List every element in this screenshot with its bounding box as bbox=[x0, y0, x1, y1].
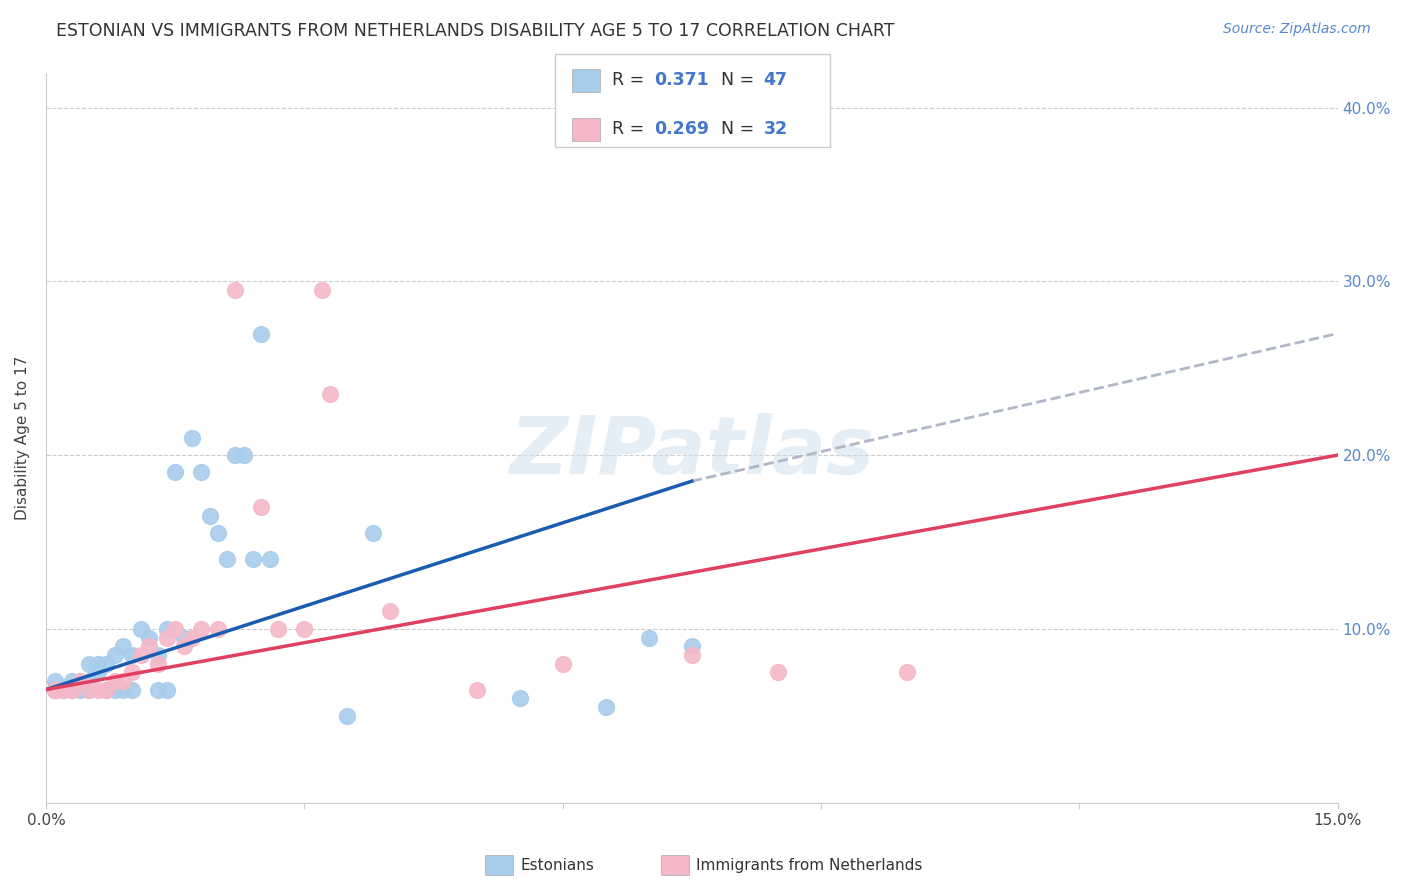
Point bbox=[207, 526, 229, 541]
Point bbox=[121, 682, 143, 697]
Point bbox=[215, 552, 238, 566]
Text: Source: ZipAtlas.com: Source: ZipAtlas.com bbox=[1223, 22, 1371, 37]
Point bbox=[112, 673, 135, 688]
Text: 0.269: 0.269 bbox=[654, 120, 709, 138]
Point bbox=[766, 665, 789, 680]
Point bbox=[129, 622, 152, 636]
Point bbox=[60, 682, 83, 697]
Point bbox=[69, 673, 91, 688]
Point bbox=[173, 639, 195, 653]
Point bbox=[233, 448, 256, 462]
Text: ZIPatlas: ZIPatlas bbox=[509, 413, 875, 491]
Text: ESTONIAN VS IMMIGRANTS FROM NETHERLANDS DISABILITY AGE 5 TO 17 CORRELATION CHART: ESTONIAN VS IMMIGRANTS FROM NETHERLANDS … bbox=[56, 22, 894, 40]
Point bbox=[112, 682, 135, 697]
Point bbox=[242, 552, 264, 566]
Point bbox=[319, 387, 342, 401]
Point bbox=[77, 682, 100, 697]
Point bbox=[44, 682, 66, 697]
Point bbox=[146, 657, 169, 671]
Point bbox=[86, 665, 108, 680]
Point bbox=[96, 682, 118, 697]
Point bbox=[681, 648, 703, 662]
Point bbox=[250, 500, 273, 515]
Point bbox=[165, 466, 187, 480]
Point bbox=[181, 431, 204, 445]
Point bbox=[60, 682, 83, 697]
Point bbox=[336, 708, 359, 723]
Point bbox=[60, 673, 83, 688]
Point bbox=[44, 682, 66, 697]
Text: 32: 32 bbox=[763, 120, 787, 138]
Point bbox=[165, 622, 187, 636]
Point bbox=[96, 682, 118, 697]
Point bbox=[250, 326, 273, 341]
Point bbox=[896, 665, 918, 680]
Point bbox=[173, 631, 195, 645]
Point bbox=[190, 622, 212, 636]
Point bbox=[224, 448, 246, 462]
Point bbox=[104, 648, 127, 662]
Point bbox=[509, 691, 531, 706]
Text: Estonians: Estonians bbox=[520, 858, 595, 872]
Point bbox=[181, 631, 204, 645]
Point bbox=[52, 682, 75, 697]
Text: N =: N = bbox=[710, 120, 759, 138]
Point bbox=[129, 648, 152, 662]
Point bbox=[77, 673, 100, 688]
Point bbox=[292, 622, 315, 636]
Point bbox=[60, 682, 83, 697]
Point bbox=[44, 673, 66, 688]
Point bbox=[146, 648, 169, 662]
Point bbox=[267, 622, 290, 636]
Text: Immigrants from Netherlands: Immigrants from Netherlands bbox=[696, 858, 922, 872]
Point bbox=[69, 682, 91, 697]
Point bbox=[121, 648, 143, 662]
Point bbox=[104, 673, 127, 688]
Y-axis label: Disability Age 5 to 17: Disability Age 5 to 17 bbox=[15, 356, 30, 520]
Point bbox=[96, 657, 118, 671]
Point bbox=[361, 526, 384, 541]
Point bbox=[380, 604, 402, 618]
Point bbox=[155, 631, 177, 645]
Text: 0.371: 0.371 bbox=[654, 71, 709, 89]
Point bbox=[69, 673, 91, 688]
Point bbox=[146, 682, 169, 697]
Point bbox=[52, 682, 75, 697]
Point bbox=[104, 682, 127, 697]
Point bbox=[551, 657, 574, 671]
Point bbox=[86, 682, 108, 697]
Point bbox=[138, 639, 160, 653]
Point bbox=[207, 622, 229, 636]
Point bbox=[155, 682, 177, 697]
Point bbox=[190, 466, 212, 480]
Point bbox=[44, 682, 66, 697]
Point bbox=[77, 682, 100, 697]
Text: R =: R = bbox=[612, 120, 650, 138]
Point bbox=[224, 283, 246, 297]
Text: R =: R = bbox=[612, 71, 650, 89]
Point bbox=[44, 682, 66, 697]
Point bbox=[637, 631, 659, 645]
Point bbox=[259, 552, 281, 566]
Point bbox=[198, 508, 221, 523]
Point bbox=[595, 700, 617, 714]
Point bbox=[155, 622, 177, 636]
Point bbox=[138, 631, 160, 645]
Text: 47: 47 bbox=[763, 71, 787, 89]
Text: N =: N = bbox=[710, 71, 759, 89]
Point bbox=[681, 639, 703, 653]
Point bbox=[77, 657, 100, 671]
Point bbox=[465, 682, 488, 697]
Point bbox=[52, 682, 75, 697]
Point bbox=[311, 283, 333, 297]
Point bbox=[112, 639, 135, 653]
Point bbox=[86, 657, 108, 671]
Point bbox=[121, 665, 143, 680]
